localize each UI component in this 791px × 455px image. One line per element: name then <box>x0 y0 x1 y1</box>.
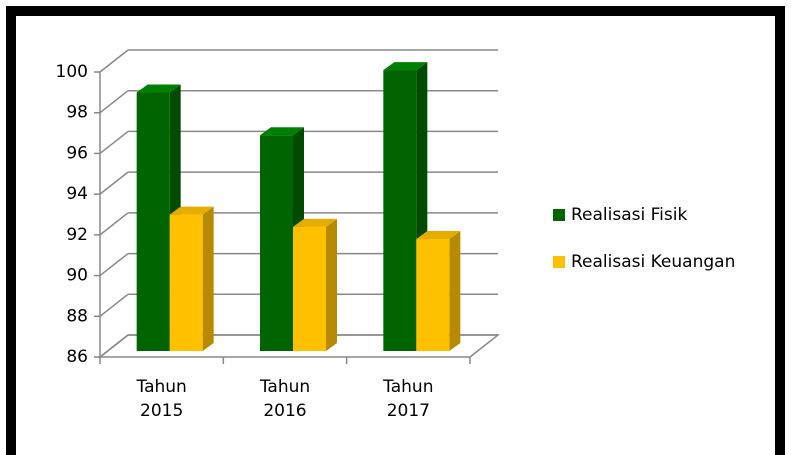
bar-top <box>260 127 304 136</box>
bar <box>416 239 450 351</box>
bar-top <box>136 84 181 93</box>
x-tick-label: Tahun 2017 <box>383 377 434 421</box>
bar <box>169 214 203 351</box>
bar-top <box>169 206 214 215</box>
grid-line <box>99 212 129 236</box>
bar <box>383 70 417 352</box>
bar <box>136 92 170 351</box>
y-tick-label: 100 <box>56 62 88 82</box>
grid-line <box>99 252 129 277</box>
x-tick-label: Tahun 2016 <box>259 377 311 421</box>
bar-side <box>449 231 461 351</box>
grid-line <box>99 293 129 317</box>
bar-top <box>293 218 337 227</box>
y-tick-label: 92 <box>66 225 88 245</box>
bar-side <box>326 218 337 351</box>
y-tick-label: 90 <box>66 266 88 286</box>
grid-line <box>99 130 129 155</box>
legend-swatch <box>553 209 565 221</box>
bar-side <box>202 206 214 351</box>
bar-top <box>416 231 461 240</box>
y-tick-label: 86 <box>66 347 88 367</box>
grid-line <box>99 49 129 73</box>
bar <box>293 226 326 351</box>
y-tick-label: 98 <box>66 103 88 123</box>
legend-label: Realisasi Keuangan <box>571 252 735 272</box>
grid-line <box>99 334 129 358</box>
legend-swatch <box>553 256 565 268</box>
bar <box>260 135 293 351</box>
grid-line <box>99 171 129 195</box>
bar-top <box>383 62 428 71</box>
y-tick-label: 88 <box>66 306 88 326</box>
y-tick-label: 96 <box>66 143 88 163</box>
grid-line <box>99 90 129 114</box>
legend-label: Realisasi Fisik <box>571 205 687 225</box>
x-tick-label: Tahun 2015 <box>136 377 187 421</box>
y-tick-label: 94 <box>66 184 88 204</box>
